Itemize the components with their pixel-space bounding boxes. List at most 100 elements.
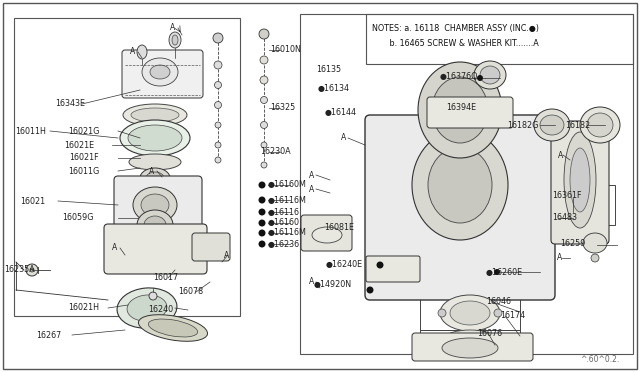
Text: ●16160: ●16160 [268,218,300,228]
Circle shape [30,268,34,272]
Circle shape [494,309,502,317]
Ellipse shape [131,108,179,122]
Bar [300,14,633,354]
Circle shape [214,102,221,109]
Circle shape [376,262,383,269]
Circle shape [259,29,269,39]
Circle shape [591,254,599,262]
Circle shape [438,309,446,317]
Circle shape [259,208,266,215]
Bar [420,330,520,344]
Text: A: A [557,253,563,263]
Ellipse shape [412,130,508,240]
Ellipse shape [540,115,564,135]
FancyBboxPatch shape [366,256,420,282]
Ellipse shape [580,107,620,143]
Text: A: A [170,23,175,32]
Text: 16078: 16078 [178,288,203,296]
Ellipse shape [129,154,181,170]
Text: ●16376Q: ●16376Q [440,73,479,81]
Text: 16021F: 16021F [69,154,99,163]
Text: ●16160M: ●16160M [268,180,307,189]
Text: 16059G: 16059G [62,214,93,222]
Text: b. 16465 SCREW & WASHER KIT.......A: b. 16465 SCREW & WASHER KIT.......A [372,38,539,48]
Ellipse shape [418,62,502,158]
Text: ●16116M: ●16116M [268,228,307,237]
Ellipse shape [123,104,187,126]
Text: 16361F: 16361F [552,192,582,201]
Ellipse shape [128,125,182,151]
Ellipse shape [141,194,169,216]
Text: ●16144: ●16144 [325,109,357,118]
Circle shape [26,264,38,276]
Ellipse shape [142,58,178,86]
Ellipse shape [442,338,498,358]
Text: 16230A: 16230A [260,148,291,157]
Text: 16076: 16076 [477,328,502,337]
Text: A: A [341,134,346,142]
Ellipse shape [428,147,492,223]
Text: 16010N: 16010N [270,45,301,55]
Ellipse shape [450,301,490,325]
Circle shape [261,142,267,148]
Ellipse shape [587,113,613,137]
Text: 16182G: 16182G [507,121,538,129]
FancyBboxPatch shape [551,121,609,244]
FancyBboxPatch shape [104,224,207,274]
Circle shape [213,33,223,43]
Ellipse shape [432,77,488,143]
Text: ●16236: ●16236 [268,240,300,248]
Circle shape [149,292,157,300]
Circle shape [260,76,268,84]
Bar [366,14,633,64]
Text: A: A [309,278,314,286]
Ellipse shape [169,32,181,48]
Text: ^.60^0.2.: ^.60^0.2. [580,356,620,365]
Circle shape [259,182,266,189]
Circle shape [259,230,266,237]
Text: A: A [309,185,314,193]
Text: 16267: 16267 [36,330,61,340]
Circle shape [260,56,268,64]
Circle shape [260,122,268,128]
Text: ●16116M: ●16116M [268,196,307,205]
Ellipse shape [312,227,342,243]
Text: ●16116: ●16116 [268,208,300,217]
Ellipse shape [445,330,495,346]
Circle shape [215,122,221,128]
Circle shape [259,219,266,227]
Ellipse shape [137,45,147,59]
Ellipse shape [474,61,506,89]
Text: A: A [224,250,229,260]
Text: A: A [112,244,117,253]
Circle shape [260,96,268,103]
Text: 16259: 16259 [560,238,586,247]
Text: 16046: 16046 [486,298,511,307]
Text: 16235A: 16235A [4,266,35,275]
Text: A: A [130,48,135,57]
Ellipse shape [133,187,177,223]
Text: 16182: 16182 [565,121,590,129]
Ellipse shape [146,172,164,184]
Ellipse shape [570,148,590,212]
Text: 16394E: 16394E [446,103,476,112]
Ellipse shape [127,295,167,321]
Ellipse shape [480,66,500,84]
Ellipse shape [440,295,500,331]
Ellipse shape [137,210,173,240]
Circle shape [259,196,266,203]
Bar [14,18,240,316]
Ellipse shape [140,168,170,188]
Text: 16017: 16017 [153,273,178,282]
Ellipse shape [150,65,170,79]
Text: 16021E: 16021E [64,141,94,150]
Text: 16011H: 16011H [15,126,46,135]
Text: 16343E: 16343E [55,99,85,109]
Text: ●16134: ●16134 [318,83,350,93]
Circle shape [477,75,483,81]
Text: 16021G: 16021G [68,126,99,135]
Circle shape [261,162,267,168]
Text: 16081E: 16081E [324,224,354,232]
Ellipse shape [172,35,178,45]
Text: 16135: 16135 [316,65,341,74]
